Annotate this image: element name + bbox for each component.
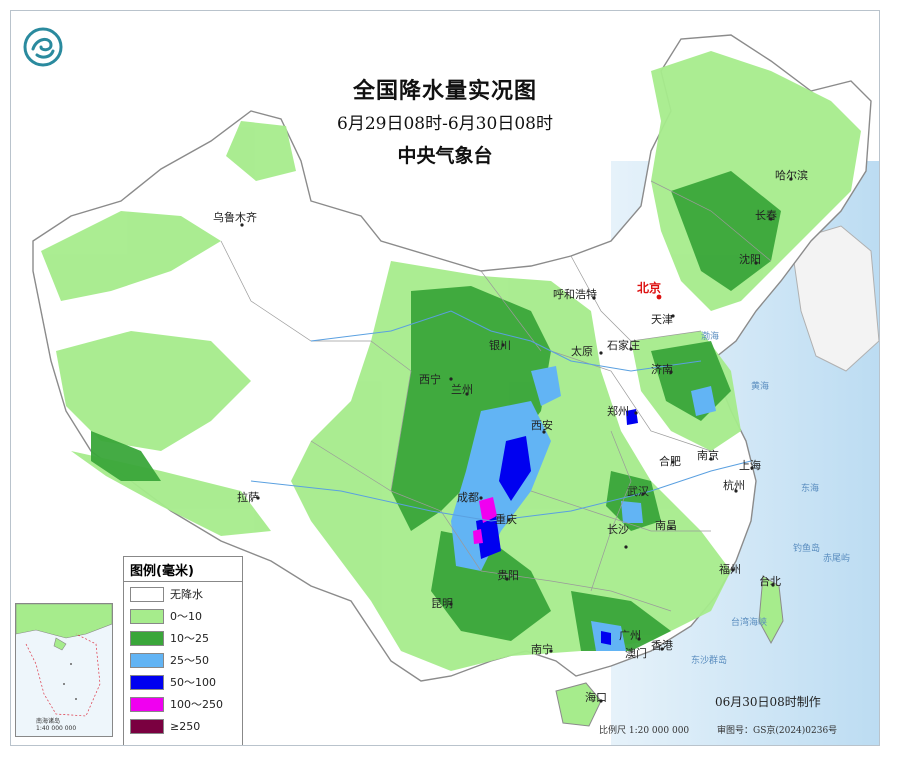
- inset-map: [16, 604, 112, 717]
- city-urumqi: 乌鲁木齐: [213, 211, 257, 224]
- inset-label: 南海诸岛 1:40 000 000: [36, 718, 77, 732]
- legend-item: ≥250: [124, 716, 242, 736]
- city-taipei: 台北: [759, 575, 781, 588]
- legend-label: 100～250: [170, 698, 223, 711]
- legend-swatch: [130, 586, 164, 602]
- legend-label: ≥250: [170, 719, 201, 733]
- precipitation-map: [32, 34, 879, 745]
- rain-100-250: [473, 497, 497, 544]
- cma-logo-icon: [23, 27, 63, 67]
- yellow-river: [310, 310, 702, 372]
- city-jinan: 济南: [651, 363, 673, 376]
- legend: 图例(毫米) 无降水 0～10 10～25 25～50 50～100 100～250 ≥25…: [123, 556, 243, 745]
- city-yinchuan: 银川: [489, 339, 511, 352]
- legend-label: 25～50: [170, 654, 209, 667]
- sea-chiwei: 赤尾屿: [823, 554, 851, 564]
- legend-swatch: [130, 630, 164, 646]
- city-chongqing: 重庆: [495, 513, 517, 526]
- legend-label: 0～10: [170, 610, 202, 623]
- time-range: 6月29日08时-6月30日08时: [337, 114, 553, 134]
- sea-yellow: 黄海: [751, 382, 770, 392]
- legend-item: 10～25: [124, 628, 242, 648]
- legend-item: 50～100: [124, 672, 242, 692]
- legend-item: 25～50: [124, 650, 242, 670]
- legend-label: 50～100: [170, 676, 216, 689]
- city-hongkong: 香港: [651, 639, 673, 652]
- legend-title: 图例(毫米): [124, 557, 242, 582]
- map-frame: 全国降水量实况图 6月29日08时-6月30日08时 中央气象台 乌鲁木齐 拉萨…: [10, 10, 880, 746]
- korea-japan-land: [790, 225, 879, 372]
- city-wuhan: 武汉: [627, 485, 649, 498]
- city-chengdu: 成都: [457, 491, 479, 504]
- city-nanjing: 南京: [697, 449, 719, 462]
- city-xian: 西安: [531, 419, 553, 432]
- city-zhengzhou: 郑州: [607, 405, 629, 418]
- made-time: 06月30日08时制作: [715, 695, 821, 709]
- legend-item: 无降水: [124, 584, 242, 604]
- city-shijiazhuang: 石家庄: [607, 339, 640, 352]
- city-xining: 西宁: [419, 373, 441, 386]
- city-shanghai: 上海: [739, 459, 761, 472]
- province-borders: [220, 180, 772, 612]
- sea-bohai: 渤海: [701, 332, 720, 342]
- city-tianjin: 天津: [651, 313, 673, 326]
- legend-item: 100～250: [124, 694, 242, 714]
- city-markers: [240, 177, 793, 703]
- south-china-sea-inset: 南海诸岛 1:40 000 000: [15, 603, 113, 737]
- city-nanchang: 南昌: [655, 519, 677, 532]
- city-lanzhou: 兰州: [451, 383, 473, 396]
- city-guangzhou: 广州: [619, 629, 641, 642]
- city-harbin: 哈尔滨: [775, 169, 808, 182]
- agency-name: 中央气象台: [397, 145, 493, 167]
- sea-taiwan-strait: 台湾海峡: [731, 618, 768, 628]
- legend-swatch: [130, 608, 164, 624]
- city-guiyang: 贵阳: [497, 569, 519, 582]
- legend-swatch: [130, 674, 164, 690]
- city-fuzhou: 福州: [719, 563, 741, 576]
- sea-diaoyu: 钓鱼岛: [793, 544, 821, 554]
- city-hohhot: 呼和浩特: [553, 288, 597, 301]
- legend-rows: 无降水 0～10 10～25 25～50 50～100 100～250 ≥250: [124, 584, 242, 736]
- hainan-island: [555, 682, 602, 727]
- sea-east: 东海: [801, 484, 820, 494]
- sea-dongsha: 东沙群岛: [691, 656, 728, 666]
- legend-item: 0～10: [124, 606, 242, 626]
- city-lhasa: 拉萨: [237, 491, 259, 504]
- legend-label: 无降水: [170, 588, 203, 601]
- city-changsha: 长沙: [607, 523, 629, 536]
- city-macau: 澳门: [625, 647, 647, 660]
- legend-swatch: [130, 718, 164, 734]
- taiwan-island: [758, 575, 784, 645]
- yangtze-river: [250, 460, 752, 522]
- city-kunming: 昆明: [431, 597, 453, 610]
- legend-swatch: [130, 652, 164, 668]
- map-title: 全国降水量实况图: [352, 78, 537, 104]
- legend-swatch: [130, 696, 164, 712]
- city-nanning: 南宁: [531, 643, 553, 656]
- city-shenyang: 沈阳: [739, 253, 761, 266]
- city-beijing: 北京: [637, 281, 662, 295]
- scale-text: 比例尺 1:20 000 000: [599, 726, 690, 736]
- review-number: 审图号：GS京(2024)0236号: [717, 726, 838, 736]
- city-haikou: 海口: [585, 691, 607, 704]
- city-taiyuan: 太原: [571, 345, 593, 358]
- city-hangzhou: 杭州: [723, 479, 745, 492]
- legend-label: 10～25: [170, 632, 209, 645]
- city-hefei: 合肥: [659, 455, 681, 468]
- city-changchun: 长春: [755, 209, 777, 222]
- rain-50-100: [476, 409, 638, 645]
